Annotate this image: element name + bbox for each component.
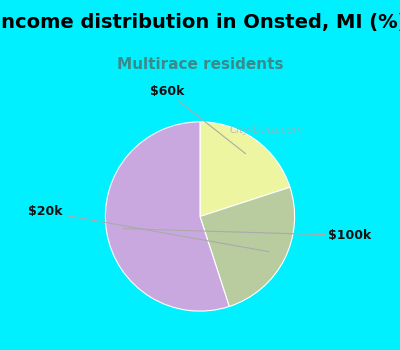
- Text: $60k: $60k: [150, 85, 246, 154]
- Wedge shape: [200, 187, 295, 307]
- Wedge shape: [105, 122, 229, 311]
- Text: Multirace residents: Multirace residents: [117, 57, 283, 72]
- Text: $20k: $20k: [28, 205, 269, 252]
- Text: City-Data.com: City-Data.com: [230, 125, 304, 135]
- Wedge shape: [200, 122, 290, 217]
- Text: Income distribution in Onsted, MI (%): Income distribution in Onsted, MI (%): [0, 13, 400, 32]
- Text: $100k: $100k: [123, 229, 371, 242]
